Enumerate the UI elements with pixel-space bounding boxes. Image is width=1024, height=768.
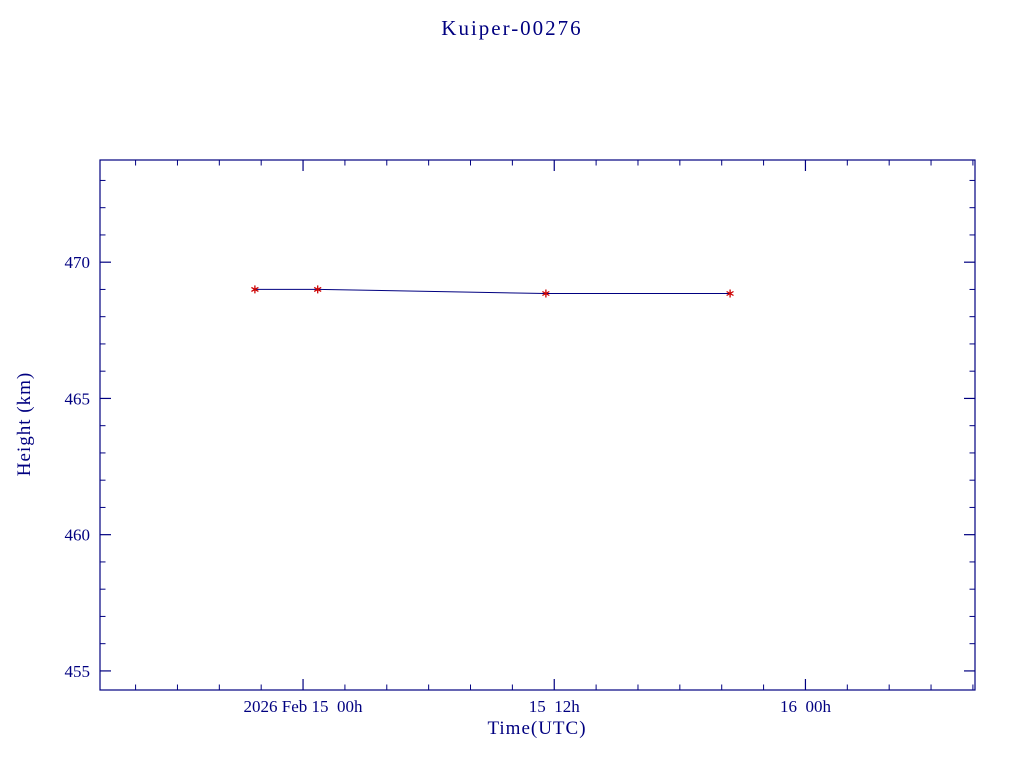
data-point-marker bbox=[251, 285, 259, 294]
asterisk-stroke bbox=[542, 290, 550, 297]
asterisk-stroke bbox=[313, 286, 322, 292]
plot-border bbox=[99, 159, 976, 691]
y-tick-label: 470 bbox=[65, 253, 91, 272]
chart-title: Kuiper-00276 bbox=[441, 16, 583, 40]
x-tick-label: 2026 Feb 15 00h bbox=[244, 697, 364, 716]
data-point-marker bbox=[542, 289, 550, 298]
data-point-marker bbox=[313, 285, 322, 294]
height-series-line bbox=[254, 288, 731, 294]
asterisk-stroke bbox=[251, 286, 259, 292]
y-tick-label: 460 bbox=[65, 526, 91, 545]
y-tick-label: 455 bbox=[65, 662, 91, 681]
y-tick-label: 465 bbox=[65, 389, 91, 408]
x-tick-label: 16 00h bbox=[780, 697, 832, 716]
asterisk-stroke bbox=[726, 290, 734, 297]
data-point-marker bbox=[726, 289, 734, 298]
x-tick-label: 15 12h bbox=[529, 697, 581, 716]
x-axis-label: Time(UTC) bbox=[487, 718, 587, 739]
